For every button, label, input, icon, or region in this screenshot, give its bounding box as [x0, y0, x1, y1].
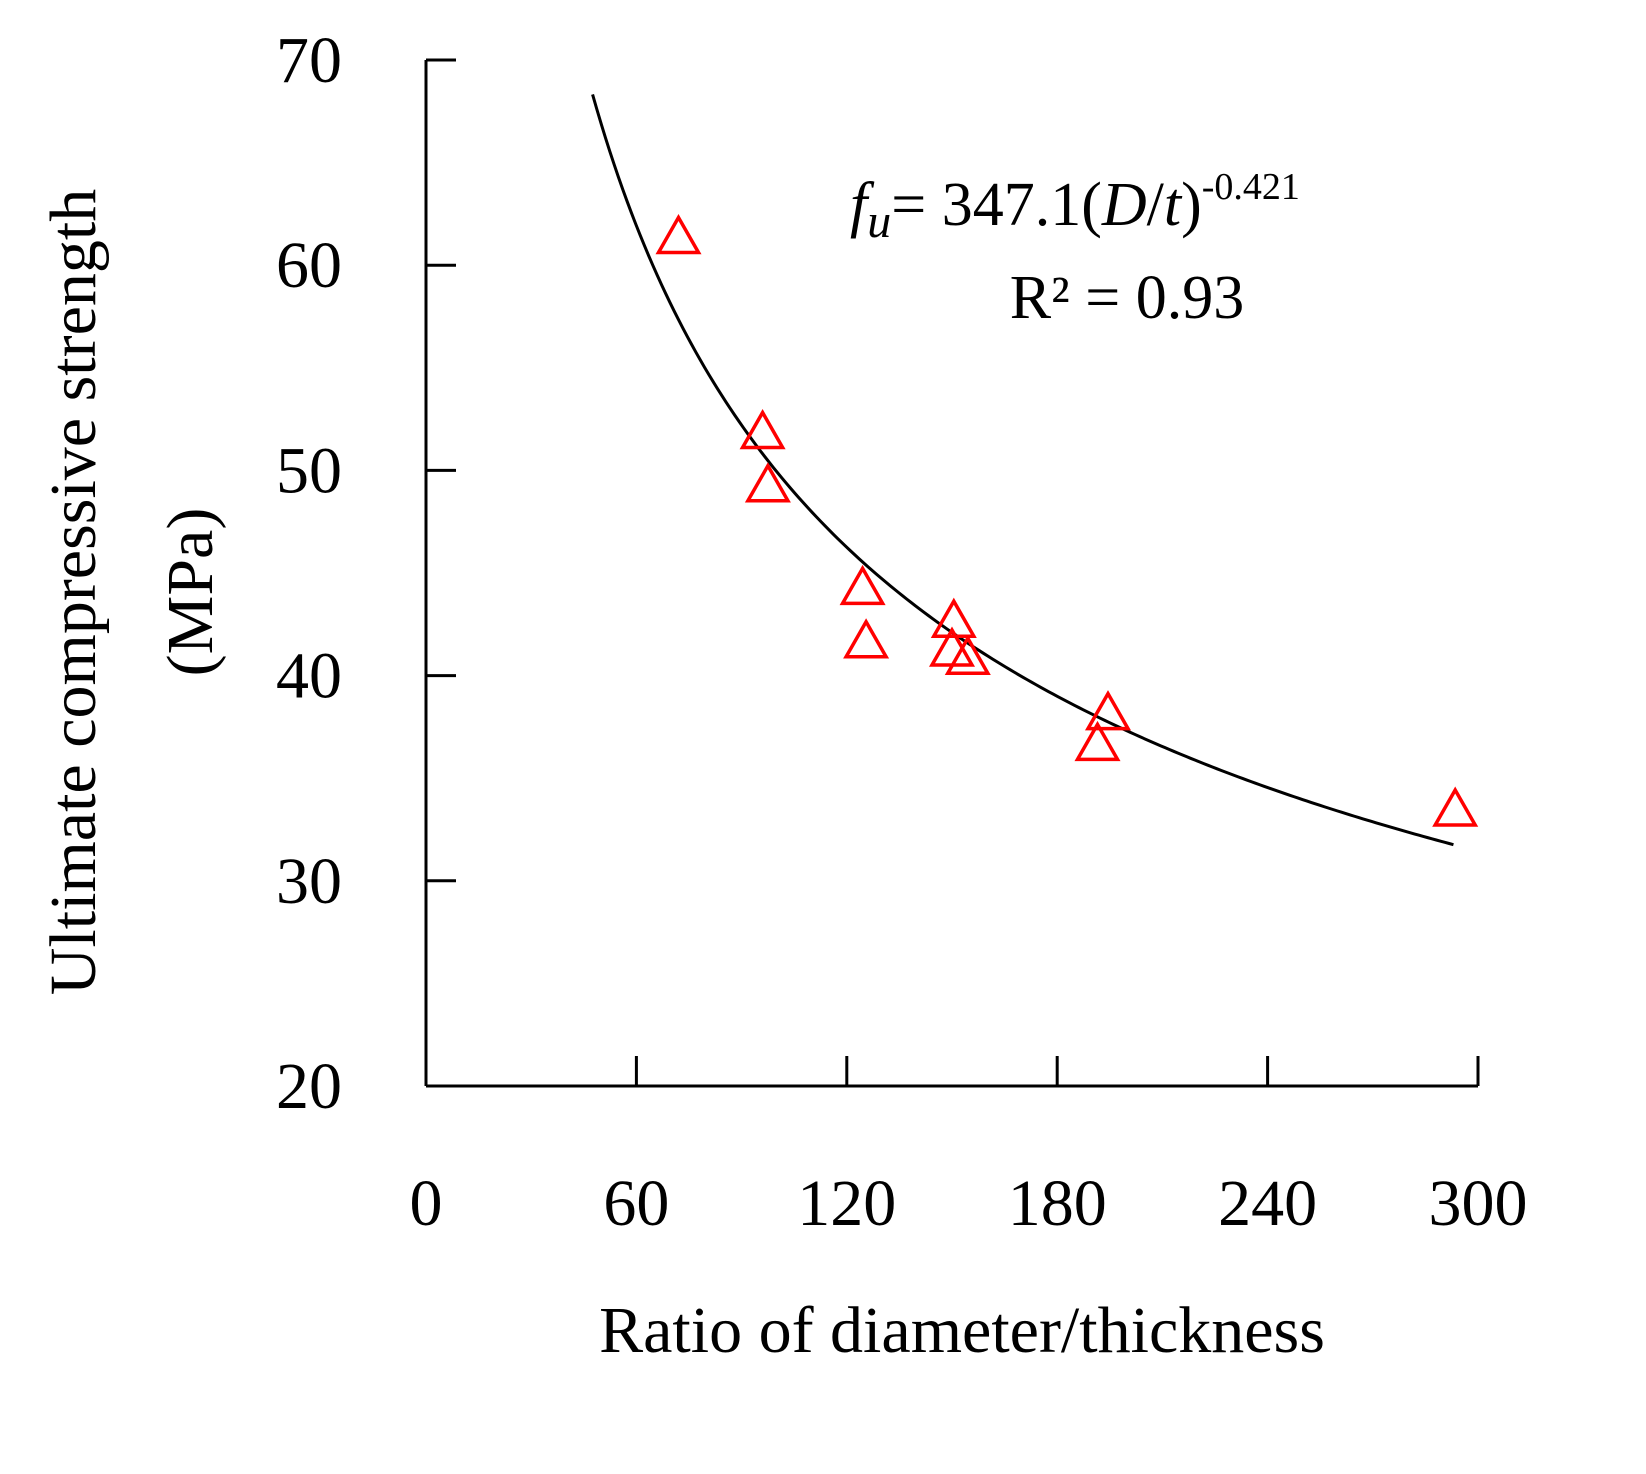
x-tick-label: 240	[1218, 1167, 1317, 1240]
data-point	[944, 634, 991, 675]
y-tick-label: 20	[276, 1050, 342, 1123]
fit-equation-exponent: -0.421	[1202, 166, 1300, 208]
fit-equation-d: D	[1101, 171, 1147, 239]
y-ticks: 20 30 40 50 60 70	[276, 24, 456, 1123]
fit-curve	[591, 93, 1454, 847]
x-tick-label: 60	[603, 1167, 669, 1240]
x-tick-label: 300	[1429, 1167, 1528, 1240]
r-squared-label: R² = 0.93	[1010, 264, 1244, 332]
x-ticks: 0 60 120 180 240 300	[410, 1056, 1528, 1240]
fit-equation-close: )	[1181, 171, 1202, 239]
fit-equation-t: t	[1164, 171, 1183, 239]
data-point	[1074, 720, 1121, 762]
y-tick-label: 70	[276, 24, 342, 97]
x-tick-label: 120	[797, 1167, 896, 1240]
data-point	[655, 213, 702, 255]
fit-equation-body: = 347.1(	[891, 171, 1102, 239]
data-point	[843, 618, 890, 659]
y-tick-label: 30	[276, 845, 342, 918]
x-tick-label: 180	[1008, 1167, 1107, 1240]
y-tick-label: 40	[276, 640, 342, 713]
y-tick-label: 50	[276, 434, 342, 507]
fit-equation-slash: /	[1147, 171, 1165, 239]
y-tick-label: 60	[276, 229, 342, 302]
data-point	[839, 564, 886, 606]
data-point	[744, 462, 791, 503]
data-markers	[655, 213, 1479, 827]
data-point	[1432, 786, 1479, 827]
x-axis-label: Ratio of diameter/thickness	[599, 1294, 1325, 1367]
fit-equation-subscript: u	[867, 195, 891, 248]
fit-equation: fu= 347.1(D/t)-0.421	[850, 166, 1300, 248]
x-tick-label: 0	[410, 1167, 443, 1240]
y-axis-label-line1: Ultimate compressive strength	[37, 189, 110, 995]
data-point	[739, 408, 786, 450]
data-point	[1084, 690, 1132, 731]
axes	[424, 60, 1478, 1088]
y-axis-label-line2: (MPa)	[154, 508, 227, 677]
